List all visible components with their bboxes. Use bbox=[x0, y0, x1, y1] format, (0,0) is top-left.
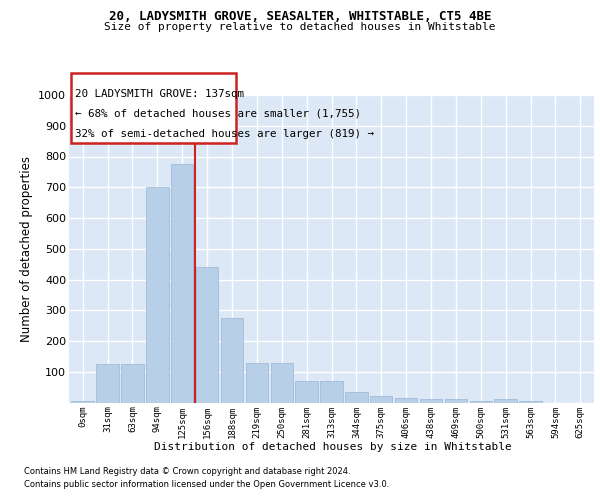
Bar bbox=[245, 362, 268, 403]
Text: 20, LADYSMITH GROVE, SEASALTER, WHITSTABLE, CT5 4BE: 20, LADYSMITH GROVE, SEASALTER, WHITSTAB… bbox=[109, 10, 491, 23]
Bar bbox=[445, 400, 467, 402]
Bar bbox=[345, 392, 368, 402]
Bar bbox=[121, 364, 143, 403]
Text: Contains HM Land Registry data © Crown copyright and database right 2024.: Contains HM Land Registry data © Crown c… bbox=[24, 467, 350, 476]
FancyBboxPatch shape bbox=[71, 74, 236, 142]
Text: ← 68% of detached houses are smaller (1,755): ← 68% of detached houses are smaller (1,… bbox=[75, 109, 361, 119]
Bar bbox=[196, 267, 218, 402]
Bar bbox=[320, 381, 343, 402]
Bar bbox=[420, 400, 442, 402]
Bar bbox=[295, 381, 318, 402]
Bar bbox=[171, 164, 193, 402]
Bar bbox=[271, 362, 293, 403]
Bar bbox=[221, 318, 243, 402]
Text: Contains public sector information licensed under the Open Government Licence v3: Contains public sector information licen… bbox=[24, 480, 389, 489]
Bar bbox=[520, 401, 542, 402]
Bar bbox=[494, 400, 517, 402]
Text: 20 LADYSMITH GROVE: 137sqm: 20 LADYSMITH GROVE: 137sqm bbox=[75, 89, 244, 99]
Text: Size of property relative to detached houses in Whitstable: Size of property relative to detached ho… bbox=[104, 22, 496, 32]
Y-axis label: Number of detached properties: Number of detached properties bbox=[20, 156, 32, 342]
Bar bbox=[146, 187, 169, 402]
Bar bbox=[97, 364, 119, 403]
Bar bbox=[71, 401, 94, 402]
Bar bbox=[370, 396, 392, 402]
Text: Distribution of detached houses by size in Whitstable: Distribution of detached houses by size … bbox=[154, 442, 512, 452]
Bar bbox=[470, 401, 492, 402]
Text: 32% of semi-detached houses are larger (819) →: 32% of semi-detached houses are larger (… bbox=[75, 129, 374, 139]
Bar bbox=[395, 398, 418, 402]
